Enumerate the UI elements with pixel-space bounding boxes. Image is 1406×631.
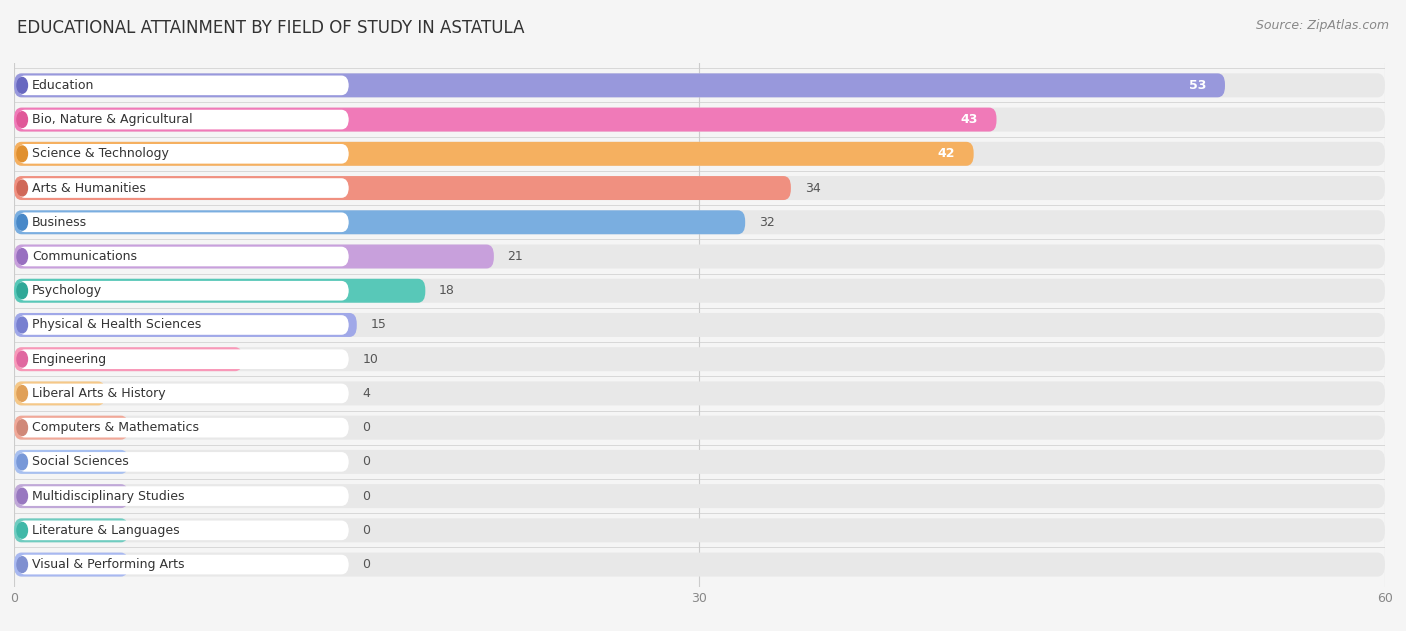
FancyBboxPatch shape [14, 313, 1385, 337]
FancyBboxPatch shape [17, 178, 349, 198]
Text: 32: 32 [759, 216, 775, 229]
FancyBboxPatch shape [14, 142, 974, 166]
FancyBboxPatch shape [14, 450, 1385, 474]
FancyBboxPatch shape [14, 210, 1385, 234]
Text: Computers & Mathematics: Computers & Mathematics [32, 421, 200, 434]
Circle shape [17, 215, 28, 230]
FancyBboxPatch shape [14, 279, 426, 303]
Circle shape [17, 180, 28, 196]
FancyBboxPatch shape [14, 108, 1385, 131]
FancyBboxPatch shape [14, 108, 997, 131]
Text: 15: 15 [371, 319, 387, 331]
FancyBboxPatch shape [17, 487, 349, 506]
Text: 42: 42 [938, 147, 956, 160]
FancyBboxPatch shape [14, 347, 243, 371]
Text: 0: 0 [363, 490, 371, 503]
FancyBboxPatch shape [17, 555, 349, 574]
FancyBboxPatch shape [17, 144, 349, 163]
FancyBboxPatch shape [14, 450, 128, 474]
Text: Arts & Humanities: Arts & Humanities [32, 182, 146, 194]
FancyBboxPatch shape [17, 213, 349, 232]
FancyBboxPatch shape [17, 247, 349, 266]
Text: Liberal Arts & History: Liberal Arts & History [32, 387, 166, 400]
FancyBboxPatch shape [17, 315, 349, 335]
Text: EDUCATIONAL ATTAINMENT BY FIELD OF STUDY IN ASTATULA: EDUCATIONAL ATTAINMENT BY FIELD OF STUDY… [17, 19, 524, 37]
FancyBboxPatch shape [17, 350, 349, 369]
FancyBboxPatch shape [17, 418, 349, 437]
Circle shape [17, 317, 28, 333]
FancyBboxPatch shape [14, 416, 128, 440]
Text: 4: 4 [363, 387, 370, 400]
FancyBboxPatch shape [14, 347, 1385, 371]
Text: 43: 43 [960, 113, 979, 126]
FancyBboxPatch shape [14, 382, 1385, 405]
Text: 0: 0 [363, 421, 371, 434]
Text: 0: 0 [363, 456, 371, 468]
Text: 34: 34 [804, 182, 820, 194]
Text: Literature & Languages: Literature & Languages [32, 524, 180, 537]
FancyBboxPatch shape [17, 452, 349, 472]
FancyBboxPatch shape [14, 245, 494, 268]
FancyBboxPatch shape [14, 176, 792, 200]
FancyBboxPatch shape [14, 553, 1385, 577]
FancyBboxPatch shape [17, 384, 349, 403]
Text: Engineering: Engineering [32, 353, 107, 366]
Circle shape [17, 386, 28, 401]
Circle shape [17, 557, 28, 572]
FancyBboxPatch shape [17, 281, 349, 300]
Text: 0: 0 [363, 524, 371, 537]
Circle shape [17, 249, 28, 264]
FancyBboxPatch shape [14, 416, 1385, 440]
FancyBboxPatch shape [14, 73, 1225, 97]
FancyBboxPatch shape [14, 245, 1385, 268]
Text: Multidisciplinary Studies: Multidisciplinary Studies [32, 490, 184, 503]
FancyBboxPatch shape [14, 484, 1385, 508]
Text: 0: 0 [363, 558, 371, 571]
Text: 18: 18 [439, 284, 456, 297]
Circle shape [17, 522, 28, 538]
FancyBboxPatch shape [14, 519, 128, 542]
FancyBboxPatch shape [14, 313, 357, 337]
Circle shape [17, 78, 28, 93]
Text: Visual & Performing Arts: Visual & Performing Arts [32, 558, 184, 571]
Text: Science & Technology: Science & Technology [32, 147, 169, 160]
Circle shape [17, 283, 28, 298]
FancyBboxPatch shape [14, 210, 745, 234]
Text: Psychology: Psychology [32, 284, 103, 297]
FancyBboxPatch shape [14, 73, 1385, 97]
Text: Social Sciences: Social Sciences [32, 456, 129, 468]
FancyBboxPatch shape [14, 176, 1385, 200]
Text: Source: ZipAtlas.com: Source: ZipAtlas.com [1256, 19, 1389, 32]
Circle shape [17, 112, 28, 127]
Text: Communications: Communications [32, 250, 136, 263]
Circle shape [17, 351, 28, 367]
Text: Business: Business [32, 216, 87, 229]
Text: Education: Education [32, 79, 94, 92]
Text: Physical & Health Sciences: Physical & Health Sciences [32, 319, 201, 331]
Circle shape [17, 488, 28, 504]
FancyBboxPatch shape [17, 521, 349, 540]
FancyBboxPatch shape [14, 382, 105, 405]
Circle shape [17, 420, 28, 435]
FancyBboxPatch shape [14, 142, 1385, 166]
FancyBboxPatch shape [14, 279, 1385, 303]
Text: 10: 10 [363, 353, 378, 366]
Circle shape [17, 454, 28, 469]
FancyBboxPatch shape [17, 76, 349, 95]
Text: 21: 21 [508, 250, 523, 263]
FancyBboxPatch shape [14, 484, 128, 508]
Text: Bio, Nature & Agricultural: Bio, Nature & Agricultural [32, 113, 193, 126]
FancyBboxPatch shape [14, 519, 1385, 542]
Text: 53: 53 [1189, 79, 1206, 92]
Circle shape [17, 146, 28, 162]
FancyBboxPatch shape [17, 110, 349, 129]
FancyBboxPatch shape [14, 553, 128, 577]
